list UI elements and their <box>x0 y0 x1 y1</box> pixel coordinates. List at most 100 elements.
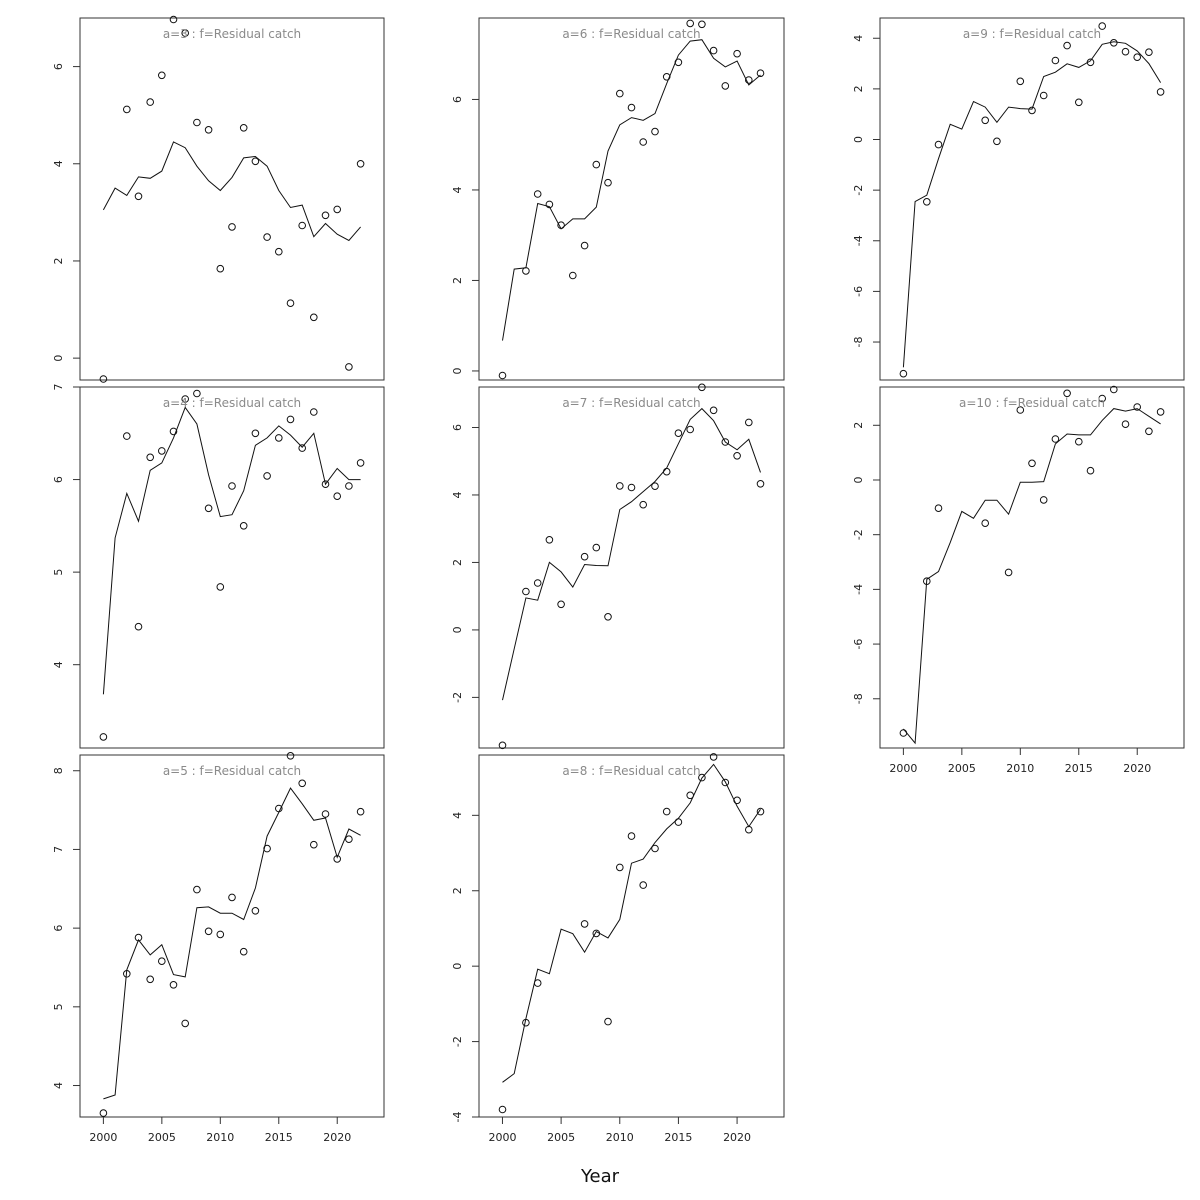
observed-point <box>1133 403 1141 411</box>
observed-point <box>580 241 589 250</box>
observed-point <box>1075 437 1083 446</box>
observed-point <box>899 729 908 737</box>
observed-point <box>345 835 353 844</box>
observed-point <box>298 221 307 230</box>
observed-point <box>745 418 753 427</box>
observed-point <box>356 459 365 467</box>
panel-title: a=9 : f=Residual catch <box>963 27 1101 41</box>
observed-point <box>1133 53 1141 62</box>
observed-point <box>721 438 730 446</box>
observed-point <box>169 15 178 24</box>
y-tick-label: 5 <box>52 569 65 576</box>
observed-point <box>356 160 365 168</box>
y-tick-label: 7 <box>52 384 65 391</box>
observed-point <box>580 920 589 928</box>
observed-point <box>1063 41 1071 50</box>
observed-point <box>321 810 330 818</box>
x-axis-title: Year <box>580 1166 620 1187</box>
y-tick-label: 2 <box>451 559 464 566</box>
observed-point <box>674 58 683 67</box>
y-tick-label: 4 <box>52 1082 65 1089</box>
observed-point <box>286 299 295 308</box>
observed-point <box>216 264 225 273</box>
observed-point <box>310 313 318 322</box>
observed-point <box>146 975 154 984</box>
y-tick-label: 4 <box>451 812 464 819</box>
observed-point <box>193 885 201 894</box>
observed-point <box>557 221 565 229</box>
observed-point <box>134 622 143 631</box>
y-tick-label: 0 <box>451 626 464 633</box>
observed-point <box>651 482 659 491</box>
fitted-line <box>103 787 361 1100</box>
observed-point <box>627 103 636 112</box>
observed-point <box>158 957 166 966</box>
plot-frame <box>478 386 785 749</box>
y-tick-label: -8 <box>852 693 865 704</box>
plot-frame <box>478 17 785 381</box>
x-tick-label: 2010 <box>1006 762 1034 775</box>
observed-point <box>522 587 530 596</box>
observed-point <box>604 178 612 187</box>
x-tick-label: 2015 <box>1065 762 1093 775</box>
observed-point <box>721 778 730 787</box>
observed-point <box>239 522 248 530</box>
observed-point <box>1063 389 1071 398</box>
fitted-line <box>502 39 761 341</box>
observed-point <box>204 927 213 936</box>
observed-point <box>251 907 260 915</box>
y-tick-label: 6 <box>52 63 65 70</box>
observed-point <box>899 369 908 378</box>
observed-point <box>1016 406 1025 414</box>
observed-point <box>522 267 530 275</box>
observed-point <box>745 76 753 84</box>
panel-title: a=10 : f=Residual catch <box>959 396 1105 410</box>
observed-point <box>1004 568 1013 577</box>
y-tick-label: -2 <box>451 692 464 703</box>
plot-frame <box>79 17 385 381</box>
observed-point <box>333 855 342 863</box>
y-tick-label: 2 <box>52 257 65 264</box>
observed-point <box>1039 496 1048 504</box>
observed-point <box>981 116 990 125</box>
observed-point <box>298 779 307 788</box>
panel-title: a=5 : f=Residual catch <box>163 764 301 778</box>
y-tick-label: 8 <box>52 767 65 774</box>
observed-point <box>228 482 236 490</box>
observed-point <box>934 140 943 149</box>
observed-point <box>545 200 554 209</box>
plot-frame <box>79 754 385 1118</box>
observed-point <box>627 832 636 840</box>
observed-point <box>1145 48 1153 57</box>
y-tick-label: 2 <box>451 277 464 284</box>
observed-point <box>204 126 213 134</box>
observed-point <box>1075 98 1083 107</box>
y-tick-label: 0 <box>52 355 65 362</box>
observed-point <box>158 447 166 455</box>
observed-point <box>275 247 283 256</box>
observed-point <box>627 483 636 492</box>
observed-point <box>498 371 507 380</box>
observed-point <box>981 519 990 528</box>
panel-title: a=7 : f=Residual catch <box>562 396 700 410</box>
panel-4: 0 2 4 6 a=6 : f=Residual catch <box>451 17 785 381</box>
observed-point <box>733 452 741 460</box>
panel-6: -4 -2 0 2 4 2000 2005 2010 2015 2020 a=8 : f=Resid… <box>451 753 785 1144</box>
observed-point <box>158 71 166 80</box>
observed-point <box>356 807 365 816</box>
observed-point <box>263 233 271 241</box>
observed-point <box>123 105 131 114</box>
observed-point <box>569 271 577 280</box>
fitted-line <box>902 41 1162 368</box>
y-tick-label: -6 <box>852 286 865 297</box>
observed-point <box>745 825 753 834</box>
y-tick-label: 0 <box>852 476 865 483</box>
observed-point <box>204 504 213 513</box>
observed-point <box>604 1017 612 1026</box>
panel-2: 4 5 6 7 a=4 : f=Residual catch <box>52 384 385 749</box>
observed-point <box>134 192 143 201</box>
panel-7: -8 -6 -4 -2 0 2 4 a=9 : f=Residual catch <box>852 17 1185 381</box>
observed-point <box>146 453 154 462</box>
y-tick-label: 2 <box>852 85 865 92</box>
observed-point <box>721 82 730 90</box>
